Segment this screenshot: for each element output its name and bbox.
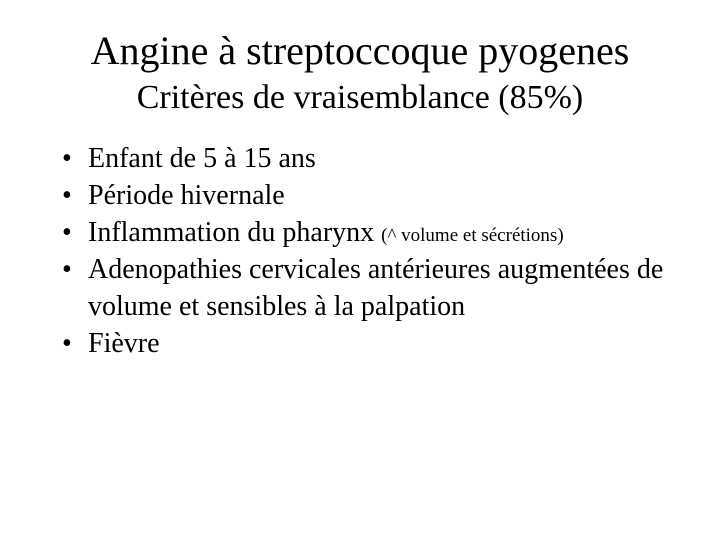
list-item: Fièvre [62,326,680,363]
list-item: Adenopathies cervicales antérieures augm… [62,252,680,326]
slide-subtitle: Critères de vraisemblance (85%) [40,78,680,117]
slide-title: Angine à streptoccoque pyogenes [40,28,680,74]
slide: Angine à streptoccoque pyogenes Critères… [0,0,720,540]
list-item: Enfant de 5 à 15 ans [62,141,680,178]
bullet-list: Enfant de 5 à 15 ans Période hivernale I… [40,141,680,363]
bullet-note: (^ volume et sécrétions) [381,225,564,246]
bullet-text: Inflammation du pharynx [88,217,381,248]
bullet-text: Enfant de 5 à 15 ans [88,143,316,174]
list-item: Inflammation du pharynx (^ volume et séc… [62,215,680,252]
list-item: Période hivernale [62,178,680,215]
bullet-text: Fièvre [88,328,160,359]
bullet-text: Adenopathies cervicales antérieures augm… [88,254,663,322]
bullet-text: Période hivernale [88,180,285,211]
